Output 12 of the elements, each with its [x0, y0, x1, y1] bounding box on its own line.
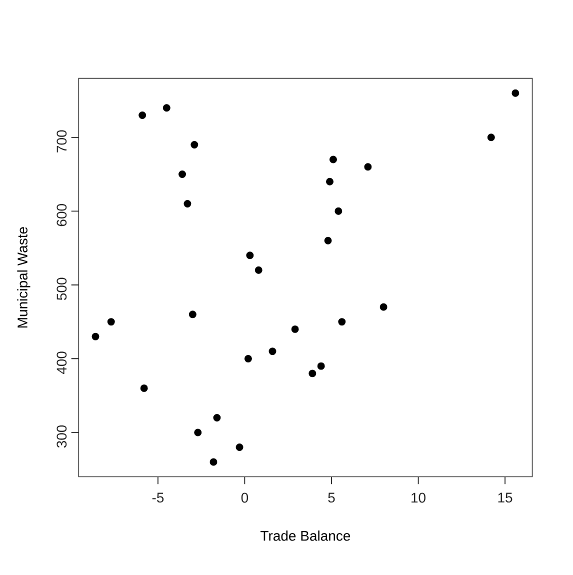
y-axis-title: Municipal Waste — [17, 227, 30, 328]
x-tick-label: 5 — [328, 492, 335, 503]
y-tick-label: 700 — [56, 130, 67, 152]
x-tick-label: 15 — [498, 492, 512, 503]
y-tick-label: 400 — [56, 352, 67, 374]
x-tick-label: 0 — [241, 492, 248, 503]
x-axis-title: Trade Balance — [260, 530, 350, 541]
x-tick-label: -5 — [152, 492, 164, 503]
y-tick-label: 500 — [56, 278, 67, 300]
y-tick-label: 300 — [56, 425, 67, 448]
y-tick-label: 600 — [56, 204, 67, 226]
x-tick-label: 10 — [412, 492, 426, 503]
